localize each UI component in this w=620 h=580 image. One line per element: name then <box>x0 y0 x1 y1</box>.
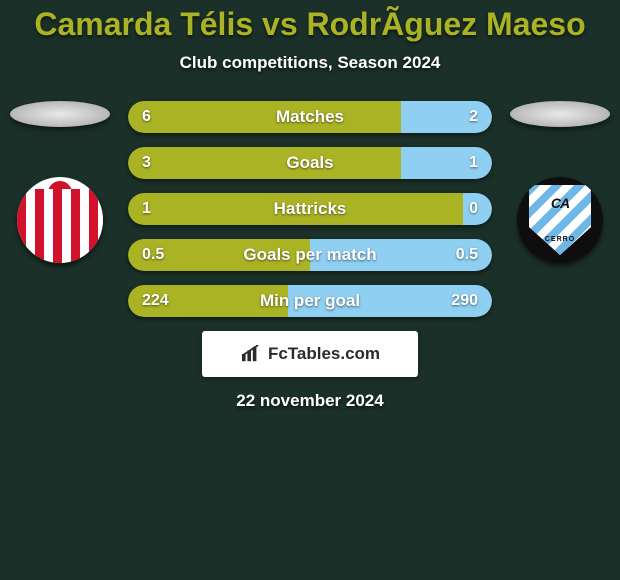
subtitle: Club competitions, Season 2024 <box>0 53 620 73</box>
stat-bar-left <box>128 101 401 133</box>
stat-row: Min per goal224290 <box>128 285 492 317</box>
stat-bar-left <box>128 147 401 179</box>
stat-row: Goals31 <box>128 147 492 179</box>
comparison-body: Matches62Goals31Hattricks10Goals per mat… <box>0 101 620 411</box>
stat-value-right: 290 <box>437 285 492 317</box>
stat-value-right: 0 <box>455 193 492 225</box>
club-crest-left <box>17 177 103 263</box>
source-badge[interactable]: FcTables.com <box>202 331 418 377</box>
left-player-column <box>0 101 120 263</box>
comparison-date: 22 november 2024 <box>128 391 492 411</box>
comparison-card: Camarda Télis vs RodrÃ­guez Maeso Club c… <box>0 0 620 580</box>
stat-value-left: 3 <box>128 147 165 179</box>
crest-right-letters: CA <box>551 195 569 211</box>
page-title: Camarda Télis vs RodrÃ­guez Maeso <box>0 0 620 43</box>
crest-right-shield: CA CERRO <box>529 185 591 255</box>
player-silhouette-left <box>10 101 110 127</box>
source-badge-label: FcTables.com <box>268 344 380 364</box>
stat-value-left: 0.5 <box>128 239 178 271</box>
crest-left-stripes <box>17 189 103 263</box>
stat-value-left: 224 <box>128 285 183 317</box>
stat-value-right: 0.5 <box>442 239 492 271</box>
bar-chart-icon <box>240 345 262 363</box>
stat-bar-left <box>128 193 463 225</box>
stat-value-right: 2 <box>455 101 492 133</box>
crest-right-word: CERRO <box>545 236 575 243</box>
stat-row: Matches62 <box>128 101 492 133</box>
player-silhouette-right <box>510 101 610 127</box>
stat-value-left: 1 <box>128 193 165 225</box>
club-crest-right: CA CERRO <box>517 177 603 263</box>
stat-row: Hattricks10 <box>128 193 492 225</box>
stat-value-left: 6 <box>128 101 165 133</box>
stat-row: Goals per match0.50.5 <box>128 239 492 271</box>
stats-column: Matches62Goals31Hattricks10Goals per mat… <box>120 101 500 411</box>
stat-value-right: 1 <box>455 147 492 179</box>
right-player-column: CA CERRO <box>500 101 620 263</box>
